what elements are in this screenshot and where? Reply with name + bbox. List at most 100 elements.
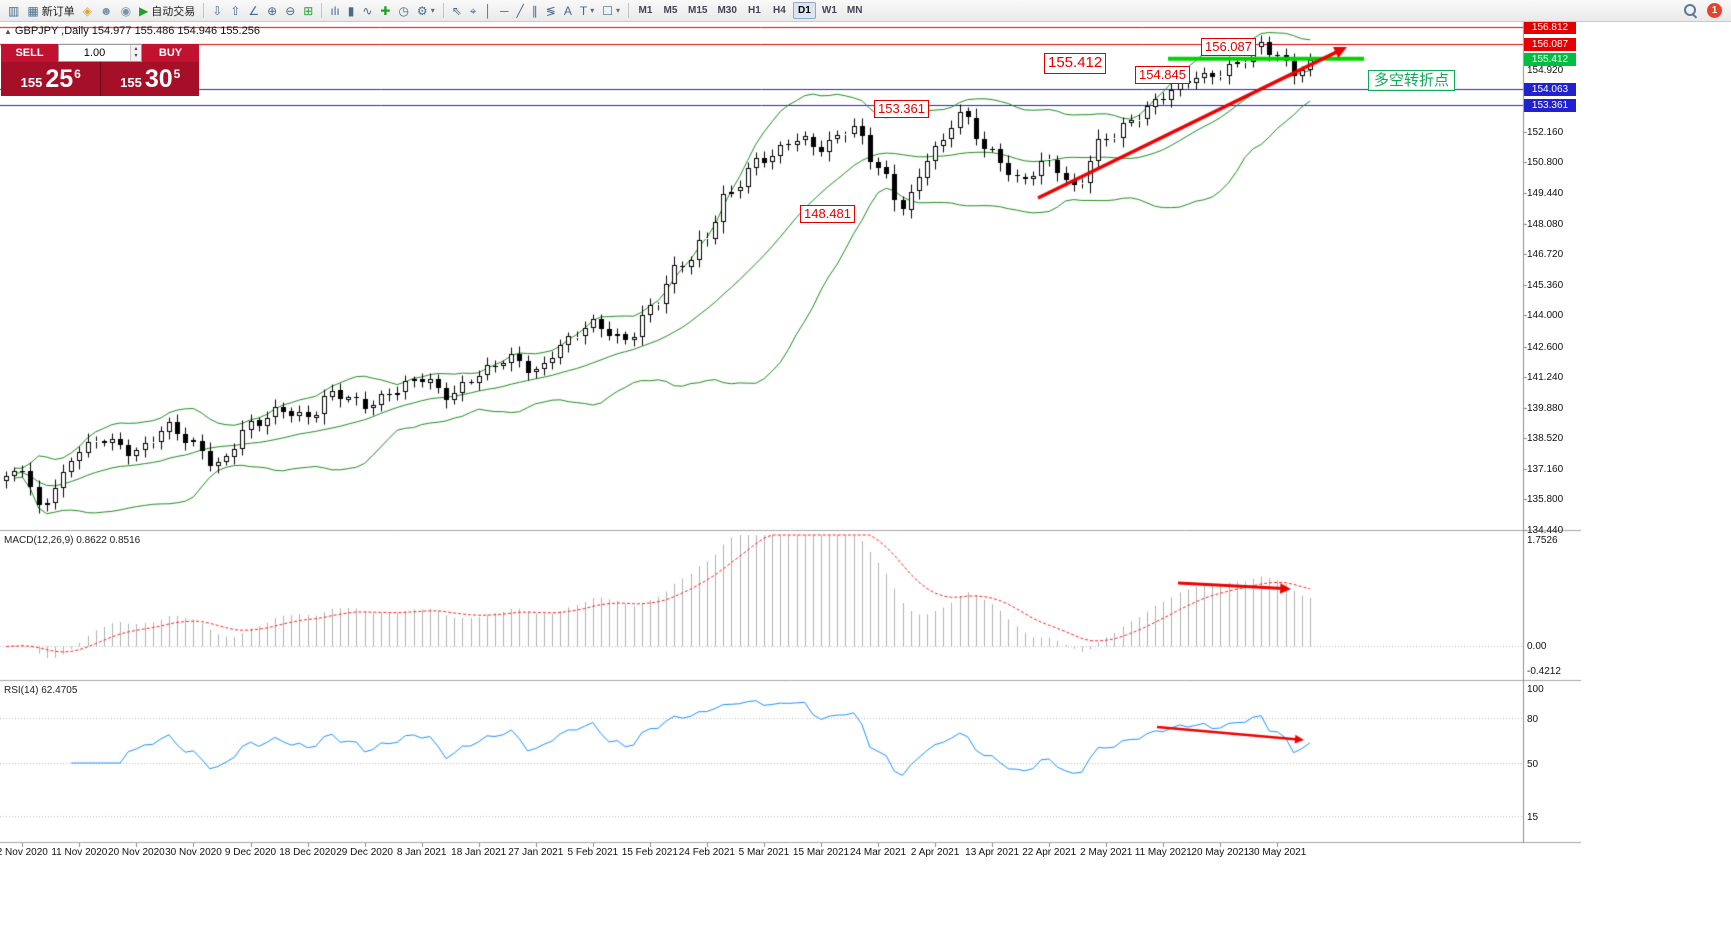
volume-up-icon[interactable]: ▴ (134, 46, 138, 52)
search-icon[interactable] (1683, 3, 1698, 18)
trendline-icon-glyph: ╱ (516, 3, 524, 18)
timeframe-button-h1[interactable]: H1 (748, 5, 761, 16)
price-callout[interactable]: 148.481 (800, 205, 855, 224)
vertical-line-icon[interactable]: │ (481, 2, 497, 20)
price-callout[interactable]: 156.087 (1201, 38, 1256, 57)
zoom-in-icon-glyph: ⊕ (267, 3, 278, 18)
time-axis-label: 9 Dec 2020 (224, 847, 277, 858)
period-clock-icon[interactable]: ◷ (394, 2, 412, 20)
timeframe-button-d1[interactable]: D1 (792, 2, 816, 19)
add-indicator-icon-glyph: ✚ (380, 3, 391, 18)
text-icon-glyph: T (579, 3, 588, 18)
time-axis-label: 13 Apr 2021 (965, 847, 1020, 858)
price-callout[interactable]: 154.845 (1135, 66, 1190, 85)
text-label-icon[interactable]: A (560, 2, 576, 20)
toolbar-separator (321, 3, 323, 18)
candlestick-chart-icon[interactable]: ▮ (344, 2, 359, 20)
community-icon[interactable]: ◉ (117, 2, 135, 20)
chart-settings-icon[interactable]: ⚙ ▾ (413, 2, 439, 20)
notification-badge[interactable]: 1 (1707, 3, 1722, 18)
volume-spinner: ▴ ▾ (130, 45, 141, 61)
autotrading-button[interactable]: ▶ 自动交易 (135, 2, 199, 20)
sell-button[interactable]: SELL (1, 44, 58, 62)
cursor-icon[interactable]: ⇖ (448, 2, 466, 20)
chart-plot-area[interactable] (0, 22, 1523, 842)
price-scale-tick: 150.800 (1527, 157, 1564, 169)
turning-point-note[interactable]: 多空转折点 (1368, 70, 1456, 91)
time-axis-label: 30 Nov 2020 (165, 847, 222, 858)
vertical-line-icon-glyph: │ (484, 3, 493, 18)
price-callout[interactable]: 155.412 (1044, 53, 1107, 74)
price-scale-tick: 152.160 (1527, 126, 1564, 138)
rsi-scale-tick: 80 (1527, 714, 1539, 725)
autotrading-button-label: 自动交易 (151, 5, 196, 18)
timeframe-button-m30[interactable]: M30 (717, 5, 737, 16)
period-clock-icon-glyph: ◷ (398, 3, 409, 18)
time-axis-label: 30 May 2021 (1248, 847, 1307, 858)
shapes-icon-glyph: ☐ (602, 3, 613, 18)
timeframe-button-mn[interactable]: MN (846, 5, 863, 16)
buy-button[interactable]: BUY (142, 44, 199, 62)
objects-list-icon[interactable]: ∠ (244, 2, 263, 20)
timeframe-button-m15[interactable]: M15 (688, 5, 708, 16)
time-axis-label: 15 Mar 2021 (792, 847, 850, 858)
macd-label: MACD(12,26,9) 0.8622 0.8516 (4, 535, 141, 546)
time-axis-label: 15 Feb 2021 (621, 847, 678, 858)
volume-down-icon[interactable]: ▾ (134, 53, 138, 59)
bar-chart-icon-glyph: ılı (330, 3, 340, 18)
account-icon[interactable]: ☻ (96, 2, 117, 20)
autotrading-button-glyph: ▶ (139, 3, 149, 18)
chart-title: ▲ GBPJPY ,Daily 154.977 155.486 154.946 1… (4, 25, 260, 37)
line-chart-icon-glyph: ∿ (362, 3, 373, 18)
data-window-icon[interactable]: ⇩ (208, 2, 226, 20)
sell-price[interactable]: 155 256 (20, 65, 81, 93)
price-scale-tick: 145.360 (1527, 279, 1564, 291)
price-scale-tick: 142.600 (1527, 341, 1564, 353)
new-order-button[interactable]: ▦ 新订单 (23, 2, 78, 20)
shapes-icon[interactable]: ☐ ▾ (598, 2, 624, 20)
price-scale-tick: 154.920 (1527, 64, 1564, 76)
zoom-in-icon[interactable]: ⊕ (263, 2, 281, 20)
rsi-scale-tick: 50 (1527, 759, 1539, 770)
price-line-label: 153.361 (1524, 98, 1576, 112)
text-icon[interactable]: T ▾ (576, 2, 598, 20)
price-callout[interactable]: 153.361 (874, 100, 929, 119)
timeframe-button-w1[interactable]: W1 (821, 5, 837, 16)
buy-price[interactable]: 155 305 (120, 65, 181, 93)
timeframe-button-m5[interactable]: M5 (663, 5, 678, 16)
alerts-icon[interactable]: ◈ (79, 2, 96, 20)
chart-settings-icon-caret: ▾ (430, 6, 435, 15)
toolbar-separator (442, 3, 444, 18)
time-axis-label: 11 Nov 2020 (51, 847, 108, 858)
crosshair-icon[interactable]: ⌖ (466, 2, 481, 20)
chart-window-icon[interactable]: ▥ (4, 2, 23, 20)
indicator-list-icon[interactable]: ⇧ (226, 2, 244, 20)
objects-list-icon-glyph: ∠ (248, 3, 260, 18)
price-line-label: 154.063 (1524, 83, 1576, 97)
price-divider (99, 62, 101, 96)
tile-windows-icon[interactable]: ⊞ (299, 2, 317, 20)
add-indicator-icon[interactable]: ✚ (376, 2, 394, 20)
volume-input[interactable] (59, 45, 130, 61)
bar-chart-icon[interactable]: ılı (326, 2, 343, 20)
data-window-icon-glyph: ⇩ (212, 3, 223, 18)
time-axis-label: 24 Mar 2021 (849, 847, 907, 858)
line-chart-icon[interactable]: ∿ (358, 2, 376, 20)
zoom-out-icon[interactable]: ⊖ (281, 2, 299, 20)
toolbar-buttons: ▥ ▦ 新订单 ◈ ☻ ◉ ▶ 自动交易 ⇩ ⇧ ∠ ⊕ ⊖ ⊞ ılı ▮ ∿ ✚ ◷ ⚙ ▾ ⇖ ⌖ │ ─ ╱ ∥ ≶ A T ▾ ☐ ▾… (4, 0, 867, 22)
fibonacci-icon[interactable]: ≶ (542, 2, 560, 20)
toolbar-right: 1 (1683, 3, 1727, 18)
new-order-button-label: 新订单 (41, 5, 75, 18)
horizontal-line-icon[interactable]: ─ (496, 2, 513, 20)
macd-scale-min: -0.4212 (1527, 666, 1561, 677)
trendline-icon[interactable]: ╱ (513, 2, 528, 20)
chart-title-text: GBPJPY ,Daily 154.977 155.486 154.946 15… (14, 25, 260, 37)
price-scale-tick: 134.440 (1527, 525, 1564, 536)
timeframe-button-m1[interactable]: M1 (638, 5, 653, 16)
time-axis-label: 11 May 2021 (1134, 847, 1192, 858)
timeframe-button-h4[interactable]: H4 (773, 5, 786, 16)
channel-icon[interactable]: ∥ (528, 2, 542, 20)
price-line-label: 156.812 (1524, 21, 1576, 35)
indicator-list-icon-glyph: ⇧ (230, 3, 241, 18)
new-order-button-glyph: ▦ (27, 3, 39, 18)
